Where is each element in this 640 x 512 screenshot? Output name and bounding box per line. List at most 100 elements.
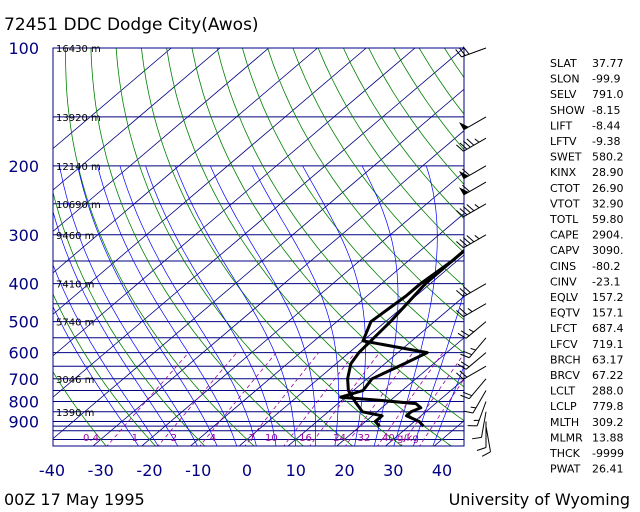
- mixing-ratio-line: [400, 353, 464, 446]
- barb-half: [470, 406, 477, 409]
- wind-barb: [457, 352, 487, 370]
- isotherm-line: [336, 337, 464, 446]
- moist-adiabat: [53, 305, 140, 446]
- index-value: 37.77: [592, 57, 624, 70]
- height-label: 5740 m: [56, 318, 94, 329]
- wind-barb: [456, 234, 487, 249]
- index-name: EQTV: [550, 307, 580, 320]
- index-name: LIFT: [550, 119, 573, 132]
- index-name: CAPV: [550, 244, 580, 257]
- wind-barb: [458, 165, 487, 180]
- isotherm-line: [141, 171, 464, 446]
- index-name: SWET: [550, 151, 582, 164]
- barb-full: [455, 49, 462, 58]
- index-name: LFCV: [550, 338, 578, 351]
- barb-full: [462, 184, 470, 192]
- isotherm-line: [384, 378, 464, 446]
- moist-adiabat: [119, 165, 257, 446]
- pressure-tick-label: 800: [8, 393, 39, 412]
- isotherm-line: [53, 48, 270, 232]
- barb-full: [462, 46, 470, 55]
- index-name: TOTL: [549, 213, 579, 226]
- index-name: SHOW: [550, 104, 585, 117]
- moist-adiabat: [432, 365, 464, 446]
- index-value: -80.2: [592, 260, 620, 273]
- moist-adiabat: [59, 165, 198, 446]
- moist-adiabat: [251, 165, 339, 446]
- isotherm-line: [92, 130, 464, 446]
- moist-adiabat: [393, 165, 438, 446]
- index-value: 309.2: [592, 416, 624, 429]
- mixing-ratio-label: 40: [382, 433, 395, 444]
- mixing-ratio-line: [106, 352, 189, 446]
- barb-full: [456, 144, 464, 152]
- dry-adiabat: [53, 293, 157, 446]
- dry-adiabat: [90, 48, 305, 446]
- mixing-ratio-label: 32: [358, 433, 371, 444]
- index-name: CAPE: [550, 229, 579, 242]
- temperature-tick-label: 40: [432, 461, 452, 480]
- barb-staff: [480, 411, 487, 438]
- pressure-tick-label: 900: [8, 413, 39, 432]
- barb-staff: [485, 426, 492, 452]
- barb-half: [474, 204, 480, 209]
- data-source: University of Wyoming: [449, 490, 630, 509]
- index-value: 157.2: [592, 291, 624, 304]
- temperature-tick-label: 20: [334, 461, 354, 480]
- index-value: 791.0: [592, 88, 624, 101]
- mixing-ratio-label: 4: [210, 433, 216, 444]
- pressure-tick-label: 500: [8, 313, 39, 332]
- barb-full: [459, 288, 468, 296]
- index-name: SLON: [550, 73, 580, 86]
- barb-full: [462, 286, 471, 294]
- barb-pennant: [458, 122, 469, 130]
- stability-indices: SLAT 37.77 SLON -99.9 SELV 791.0 SHOW -8.15 LIFT…: [549, 57, 624, 476]
- isotherm-line: [53, 48, 318, 274]
- dry-adiabat: [343, 48, 464, 220]
- temperature-tick-label: -10: [185, 461, 211, 480]
- wind-barb: [456, 203, 487, 218]
- dry-adiabat: [216, 48, 464, 388]
- barb-staff: [465, 352, 487, 370]
- barb-full: [472, 436, 482, 440]
- barb-full: [460, 330, 470, 337]
- barb-full: [466, 138, 475, 146]
- barb-staff: [463, 234, 487, 249]
- index-value: 719.1: [592, 338, 624, 351]
- index-value: 26.90: [592, 182, 624, 195]
- barb-full: [460, 394, 470, 400]
- temperature-profile: [339, 248, 464, 428]
- barb-staff: [463, 303, 487, 318]
- mixing-ratio-label: 10: [265, 433, 278, 444]
- barb-full: [459, 47, 466, 56]
- barb-full: [481, 451, 491, 457]
- wind-barb: [460, 337, 487, 359]
- isotherm-line: [238, 254, 464, 446]
- mixing-ratio-line: [244, 352, 319, 446]
- isotherm-line: [53, 48, 172, 150]
- index-value: -9999: [592, 447, 624, 460]
- temperature-tick-label: -30: [88, 461, 114, 480]
- index-value: 2904.: [592, 229, 624, 242]
- wind-barb: [458, 116, 487, 131]
- wind-barb: [457, 321, 487, 339]
- index-value: 687.4: [592, 322, 624, 335]
- moist-adiabat: [53, 263, 159, 446]
- moist-adiabat: [174, 165, 297, 446]
- barb-full: [463, 410, 474, 414]
- index-value: 580.2: [592, 151, 624, 164]
- temperature-tick-label: 10: [286, 461, 306, 480]
- mixing-ratio-label: 2: [171, 433, 177, 444]
- barb-half: [468, 328, 474, 333]
- mixing-ratio-label: g/kg: [397, 433, 419, 444]
- barb-pennant: [458, 171, 469, 179]
- height-label: 3046 m: [56, 375, 94, 386]
- height-label: 12140 m: [56, 162, 101, 173]
- index-value: 13.88: [592, 431, 624, 444]
- barb-full: [466, 204, 475, 212]
- barb-half: [467, 307, 473, 313]
- wind-barb: [460, 378, 487, 400]
- isotherm-line: [53, 88, 464, 440]
- barb-full: [456, 210, 464, 218]
- wind-barb: [476, 421, 487, 452]
